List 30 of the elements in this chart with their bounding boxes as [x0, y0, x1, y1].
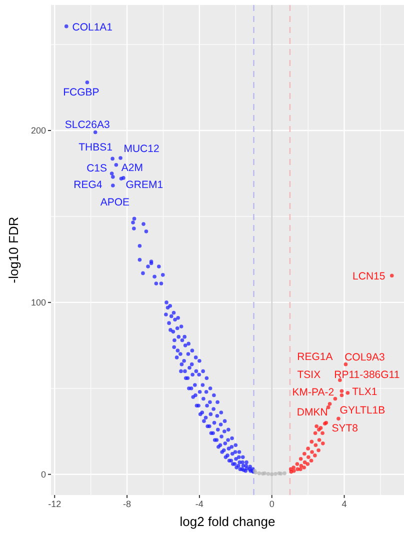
annotation: GYLTL1B: [340, 404, 386, 417]
y-axis-title: -log10 FDR: [6, 216, 21, 284]
annotation: COL9A3: [344, 351, 385, 364]
annotation: REG1A: [297, 351, 333, 364]
y-tick-label: 100: [30, 297, 46, 308]
annotation: KM-PA-2: [292, 386, 334, 399]
annotation: DMKN: [296, 406, 328, 418]
annotation: SLC26A3: [64, 119, 110, 132]
x-tick-label: 4: [342, 499, 347, 509]
annotation: TLX1: [352, 386, 378, 398]
annotation: A2M: [121, 162, 143, 174]
x-tick-label: 0: [269, 499, 274, 509]
annotation: C1S: [86, 162, 108, 174]
annotation: APOE: [100, 196, 130, 209]
y-tick-label: 200: [30, 126, 46, 136]
x-axis-title: log2 fold change: [180, 514, 276, 529]
annotation: GREM1: [126, 178, 164, 191]
annotation: REG4: [74, 178, 102, 191]
annotation: THBS1: [78, 142, 113, 154]
x-tick-label: -8: [123, 499, 132, 509]
annotation: MUC12: [124, 143, 160, 156]
annotation: SYT8: [332, 422, 358, 435]
x-tick-label: -12: [48, 499, 62, 509]
annotation: TSIX: [297, 369, 321, 382]
x-tick-label: -4: [195, 499, 204, 509]
annotation: RP11-386G11: [334, 369, 400, 382]
annotation: COL1A1: [72, 21, 113, 34]
annotation: FCGBP: [63, 86, 100, 98]
annotation: LCN15: [352, 270, 386, 283]
y-tick-label: 0: [40, 469, 46, 480]
